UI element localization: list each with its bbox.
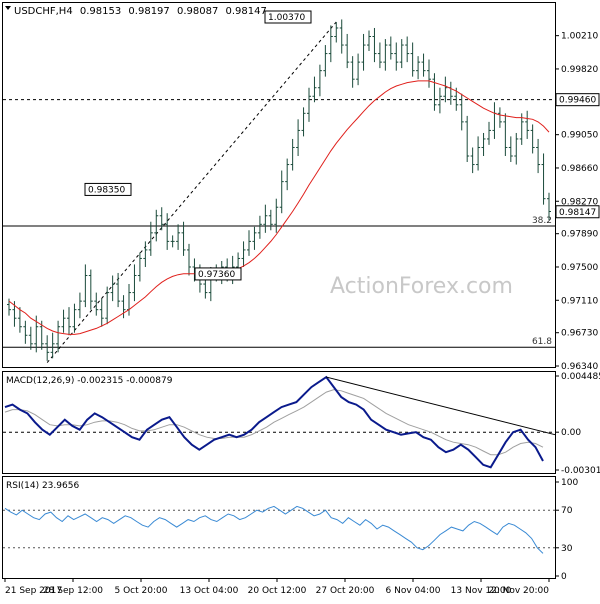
price-tick-label: 0.97890 [561, 230, 598, 240]
time-tick-label: 5 Oct 20:00 [115, 586, 168, 596]
watermark: ActionForex.com [330, 274, 513, 299]
rsi-series: 100 70 30 0 [3, 478, 578, 582]
price-panel-frame [2, 2, 556, 368]
price-annotation-box [264, 10, 312, 24]
price-tick-label: 0.99050 [561, 131, 598, 141]
macd-panel-frame [2, 371, 556, 474]
rsi-label: RSI(14) 23.9656 [6, 481, 79, 491]
time-tick-label: 20 Oct 12:00 [248, 586, 307, 596]
header-close: 0.98147 [226, 6, 267, 17]
resistance-level-label: 0.99460 [559, 96, 596, 106]
header-low: 0.98087 [177, 6, 218, 17]
moving-average-line [8, 80, 550, 335]
current-price-box [555, 205, 600, 219]
rsi-tick-label: 70 [561, 506, 573, 516]
time-tick-label: 6 Nov 04:00 [386, 586, 441, 596]
header-high: 0.98197 [128, 6, 169, 17]
price-annotation-label: 0.97360 [198, 270, 235, 280]
time-tick-label: 13 Oct 04:00 [180, 586, 239, 596]
current-price-label: 0.98147 [559, 208, 596, 218]
price-annotation-box [194, 267, 242, 281]
macd-tick-label: 0.004485 [561, 372, 600, 382]
time-tick-label: 20 Nov 20:00 [488, 586, 549, 596]
time-tick-label: 27 Oct 20:00 [316, 586, 375, 596]
resistance-level-box [555, 93, 600, 107]
svg-text:USDCHF,H4 0.98153: USDCHF,H4 0.98153 0.98197 0.98087 0.9814… [14, 6, 267, 17]
price-annotation-label: 0.98350 [88, 185, 125, 195]
price-tick-label: 0.97500 [561, 263, 598, 273]
macd-tick-label: -0.003018 [561, 466, 600, 476]
rsi-panel-frame [2, 476, 556, 579]
price-tick-label: 0.98270 [561, 197, 598, 207]
rsi-line [4, 505, 544, 554]
rsi-tick-label: 0 [561, 572, 567, 582]
price-annotation-label: 1.00370 [268, 13, 305, 23]
macd-label: MACD(12,26,9) -0.002315 -0.000879 [6, 376, 173, 386]
fib-level-label: 61.8 [532, 337, 552, 347]
macd-signal-line [4, 389, 544, 456]
price-tick-label: 1.00210 [561, 32, 598, 42]
price-tick-label: 0.97110 [561, 296, 598, 306]
time-tick-label: 13 Nov 12:00 [451, 586, 512, 596]
price-tick-label: 0.96730 [561, 329, 598, 339]
time-tick-label: 28 Sep 12:00 [43, 586, 103, 596]
price-tick-label: 0.98660 [561, 164, 598, 174]
macd-line [4, 375, 544, 469]
macd-tick-label: 0.00 [561, 428, 581, 438]
chart-header: USDCHF,H4 0.98153 0.98197 0.98087 0.9814… [5, 6, 267, 17]
fib-projection-line [46, 21, 337, 363]
price-annotation-box [84, 182, 132, 196]
header-symbol: USDCHF,H4 [14, 6, 73, 17]
price-tick-label: 0.96340 [561, 362, 598, 372]
collapse-arrow-icon[interactable] [5, 6, 11, 10]
time-tick-label: 21 Sep 2017 [5, 586, 62, 596]
macd-trend-line [326, 376, 556, 436]
fib-level-label: 38.2 [532, 216, 552, 226]
price-series: 0.99460 38.2 61.8 1.00370 0.98350 0.97360 0.98… [3, 10, 600, 363]
rsi-tick-label: 100 [561, 478, 578, 488]
header-open: 0.98153 [80, 6, 121, 17]
macd-series: 0.004485 0.00 -0.003018 [3, 372, 600, 476]
price-tick-label: 0.99820 [561, 65, 598, 75]
rsi-tick-label: 30 [561, 544, 573, 554]
